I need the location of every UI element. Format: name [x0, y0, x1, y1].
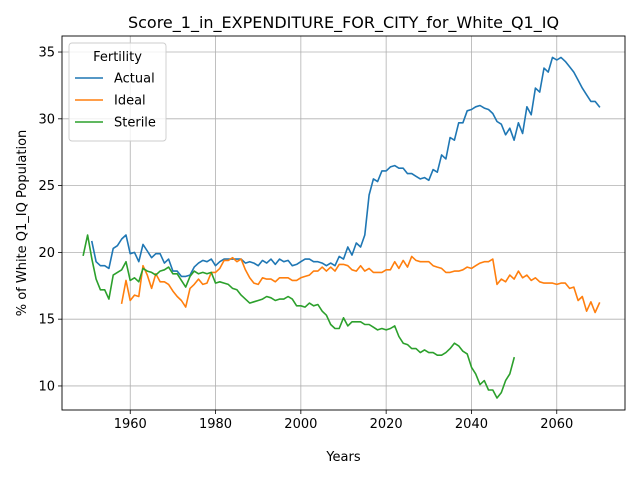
x-axis-title: Years — [325, 450, 361, 465]
plot-frame — [61, 35, 626, 411]
x-tick-label: 1980 — [199, 417, 232, 432]
legend-label-ideal: Ideal — [114, 94, 146, 109]
y-tick-label: 10 — [38, 379, 55, 394]
legend-box — [68, 42, 167, 142]
x-tick-label: 2060 — [540, 417, 573, 432]
y-tick-label: 20 — [38, 246, 55, 261]
y-tick-label: 35 — [38, 46, 55, 61]
legend-items: Actual Ideal Sterile — [75, 72, 156, 131]
axis-ticks: 1960 1980 2000 2020 2040 2060 10 15 20 25 30 35 — [38, 46, 573, 432]
y-tick-label: 30 — [38, 112, 55, 127]
y-axis-title: % of White Q1_IQ Population — [15, 130, 30, 317]
series-line-actual — [90, 56, 601, 278]
legend-label-actual: Actual — [114, 72, 155, 87]
legend-label-sterile: Sterile — [114, 116, 156, 131]
grid — [62, 36, 625, 410]
x-tick-label: 2000 — [284, 417, 317, 432]
y-tick-label: 15 — [38, 313, 55, 328]
legend-title: Fertility — [93, 50, 142, 65]
chart-title: Score_1_in_EXPENDITURE_FOR_CITY_for_Whit… — [128, 13, 559, 33]
x-tick-label: 2020 — [370, 417, 403, 432]
series-line-ideal — [120, 255, 601, 314]
y-tick-label: 25 — [38, 179, 55, 194]
x-tick-label: 1960 — [114, 417, 147, 432]
series-layer — [82, 56, 601, 399]
series-line-sterile — [82, 234, 516, 399]
legend: Fertility Actual Ideal Sterile — [68, 42, 167, 142]
x-tick-label: 2040 — [455, 417, 488, 432]
